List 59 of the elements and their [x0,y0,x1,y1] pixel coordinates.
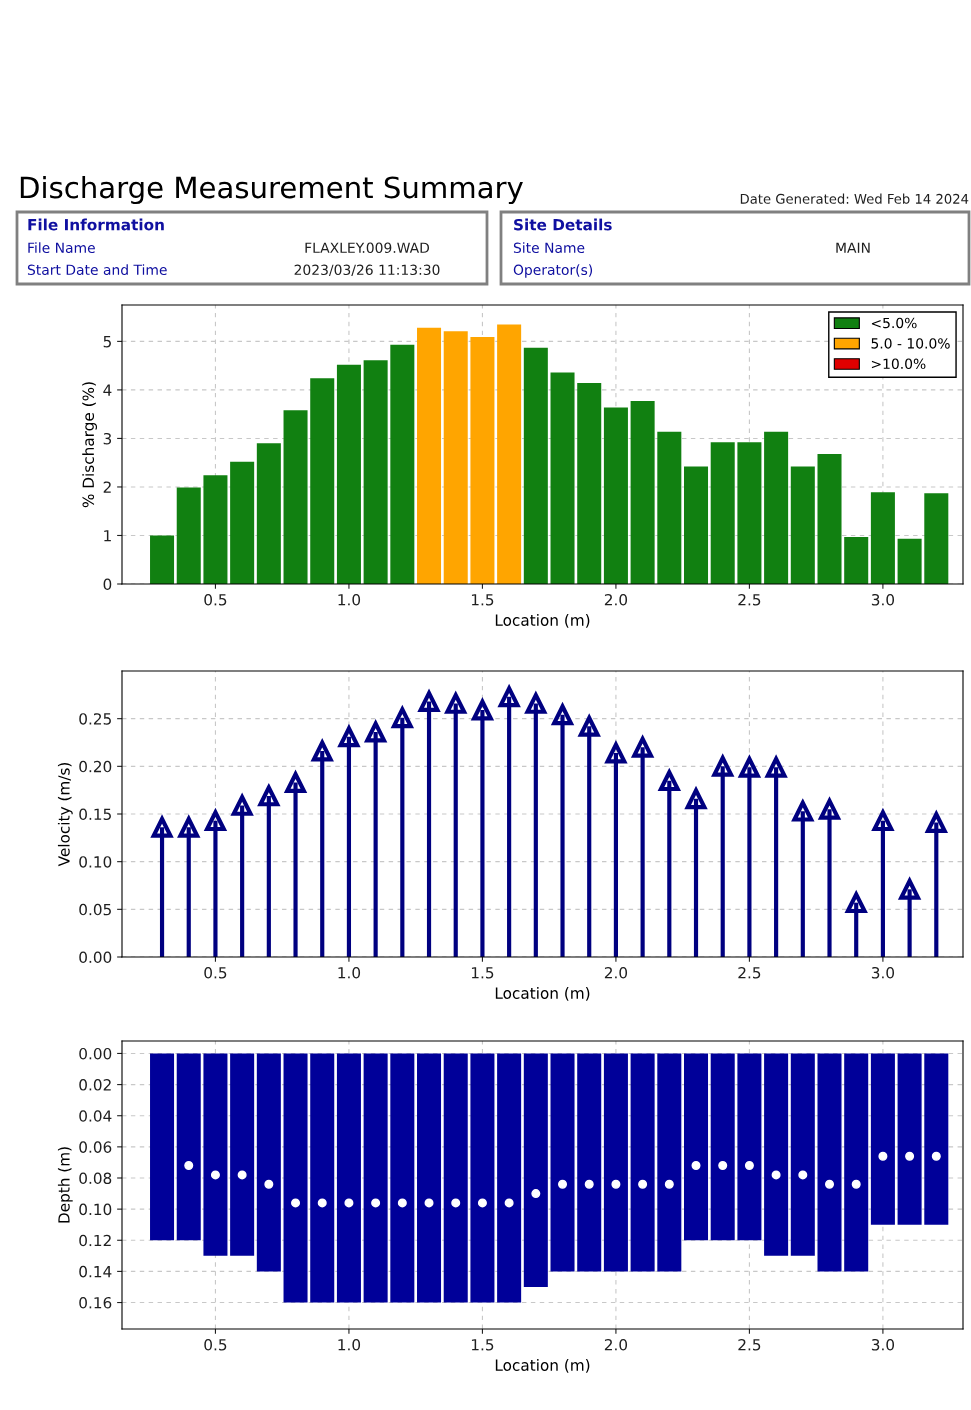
y-axis-title: Velocity (m/s) [57,762,73,867]
x-tick-label: 2.0 [604,593,628,606]
y-tick-label: 0.04 [79,1110,112,1122]
text: FLAXLEY.009.WAD [305,242,430,254]
x-tick-label: 2.0 [604,966,628,979]
x-tick-label: 1.0 [338,1338,361,1351]
x-tick-label: 3.0 [871,593,895,606]
x-tick-label: 1.0 [338,593,361,606]
y-tick-label: 0.08 [79,1172,112,1185]
y-tick-label: 0.10 [79,856,112,868]
y-tick-label: 0.06 [79,1141,112,1153]
x-tick-label: 0.5 [204,966,227,979]
text: Start Date and Time [27,264,167,276]
y-tick-label: 0.00 [79,1047,112,1060]
x-tick-label: 2.0 [604,1338,628,1351]
text: Date Generated: Wed Feb 14 2024 [740,193,969,204]
y-tick-label: 2 [103,481,111,493]
text: File Name [28,242,95,254]
x-tick-label: 2.5 [738,1338,761,1351]
y-tick-label: 0.16 [79,1297,112,1309]
x-tick-label: 3.0 [871,1338,895,1351]
x-axis-title: Location (m) [495,987,590,1001]
x-tick-label: 3.0 [871,966,895,979]
y-tick-label: 0.10 [79,1203,112,1216]
y-tick-label: 0.14 [79,1265,112,1278]
legend-label: 5.0 - 10.0% [871,338,950,349]
x-axis-title: Location (m) [495,614,590,628]
text: Site Name [513,242,585,254]
text: Discharge Measurement Summary [20,175,523,205]
text: Operator(s) [513,264,593,278]
x-tick-label: 1.5 [471,1339,494,1351]
x-axis-title: Location (m) [495,1359,590,1373]
text: MAIN [836,242,870,253]
y-tick-label: 0.05 [79,903,111,916]
y-axis-title: % Discharge (%) [82,382,97,508]
y-tick-label: 5 [103,336,111,348]
x-tick-label: 2.5 [738,593,761,606]
y-tick-label: 0.25 [79,713,111,725]
legend-label: >10.0% [871,358,926,370]
y-tick-label: 3 [103,432,112,445]
text: Site Details [514,218,612,231]
x-tick-label: 0.5 [204,1338,227,1351]
x-tick-label: 1.5 [471,594,494,606]
y-tick-label: 0.15 [79,808,111,821]
y-tick-label: 1 [104,530,111,542]
y-tick-label: 0 [103,578,112,591]
x-tick-label: 0.5 [204,593,227,606]
x-tick-label: 2.5 [738,966,761,979]
x-tick-label: 1.5 [471,967,494,979]
y-tick-label: 4 [103,384,112,396]
y-tick-label: 0.00 [79,951,112,964]
y-tick-label: 0.20 [79,760,112,773]
y-tick-label: 0.02 [79,1079,111,1091]
y-tick-label: 0.12 [79,1234,111,1247]
x-tick-label: 1.0 [338,966,361,979]
text: File Information [28,218,164,231]
y-axis-title: Depth (m) [57,1147,73,1223]
legend-label: <5.0% [871,317,917,329]
text: 2023/03/26 11:13:30 [294,264,440,277]
